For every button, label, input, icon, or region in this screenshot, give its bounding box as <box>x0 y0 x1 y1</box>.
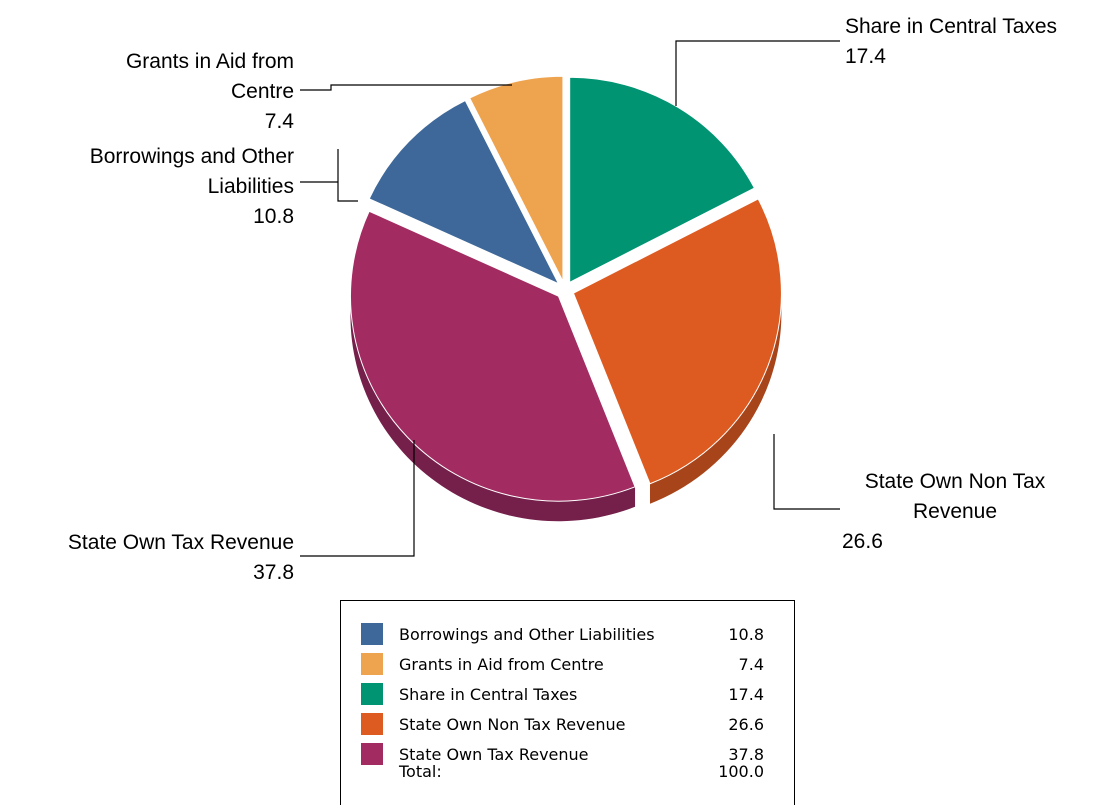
legend-swatch <box>361 713 383 735</box>
legend-value: 37.8 <box>728 745 764 764</box>
slice-label: State Own Non Tax <box>865 470 1046 493</box>
legend-value: 26.6 <box>728 715 764 734</box>
legend-item: State Own Non Tax Revenue 26.6 <box>361 709 764 739</box>
slice-value-label: 17.4 <box>845 45 886 68</box>
label-leader-line <box>300 440 415 557</box>
legend-value: 7.4 <box>738 655 764 674</box>
pie-slice-side <box>350 296 636 522</box>
legend-label: Grants in Aid from Centre <box>399 655 604 674</box>
legend-label: Share in Central Taxes <box>399 685 578 704</box>
slice-label: Revenue <box>913 500 997 523</box>
chart-legend: Borrowings and Other Liabilities 10.8 Gran… <box>340 600 795 805</box>
legend-total-value: 100.0 <box>718 762 764 781</box>
slice-label: Centre <box>231 80 294 103</box>
slice-value-label: 10.8 <box>253 205 294 228</box>
slice-value-label: 37.8 <box>253 561 294 584</box>
pie-slice-side <box>649 293 782 504</box>
slice-label: Share in Central Taxes <box>845 15 1057 38</box>
legend-item: Share in Central Taxes 17.4 <box>361 679 764 709</box>
legend-total-label: Total: <box>399 762 442 781</box>
legend-swatch <box>361 653 383 675</box>
legend-label: State Own Non Tax Revenue <box>399 715 626 734</box>
slice-label: Grants in Aid from <box>126 50 294 73</box>
pie-slices <box>350 75 782 502</box>
legend-value: 10.8 <box>728 625 764 644</box>
legend-item: Grants in Aid from Centre 7.4 <box>361 649 764 679</box>
legend-total-row: Total: 100.0 <box>361 756 764 786</box>
label-leader-line <box>300 149 358 202</box>
legend-item: State Own Tax Revenue 37.8 <box>361 739 764 769</box>
slice-label: Liabilities <box>208 175 294 198</box>
label-leader-line <box>300 84 512 91</box>
slice-value-label: 26.6 <box>842 530 883 553</box>
legend-swatch <box>361 743 383 765</box>
legend-label: State Own Tax Revenue <box>399 745 589 764</box>
slice-label: State Own Tax Revenue <box>68 531 294 554</box>
legend-swatch <box>361 623 383 645</box>
pie-slice <box>569 76 756 284</box>
legend-label: Borrowings and Other Liabilities <box>399 625 655 644</box>
pie-slice <box>350 210 636 502</box>
label-leader-line <box>675 40 840 106</box>
pie-slice <box>572 198 782 485</box>
pie-slice-sides <box>350 293 782 522</box>
legend-item: Borrowings and Other Liabilities 10.8 <box>361 619 764 649</box>
pie-slice <box>468 75 564 282</box>
slice-labels: Share in Central Taxes 17.4 State Own Non … <box>68 15 1057 584</box>
pie-slice <box>368 99 560 285</box>
label-leader-line <box>773 434 840 510</box>
slice-label: Borrowings and Other <box>90 145 294 168</box>
legend-value: 17.4 <box>728 685 764 704</box>
slice-value-label: 7.4 <box>265 110 295 133</box>
legend-swatch <box>361 683 383 705</box>
